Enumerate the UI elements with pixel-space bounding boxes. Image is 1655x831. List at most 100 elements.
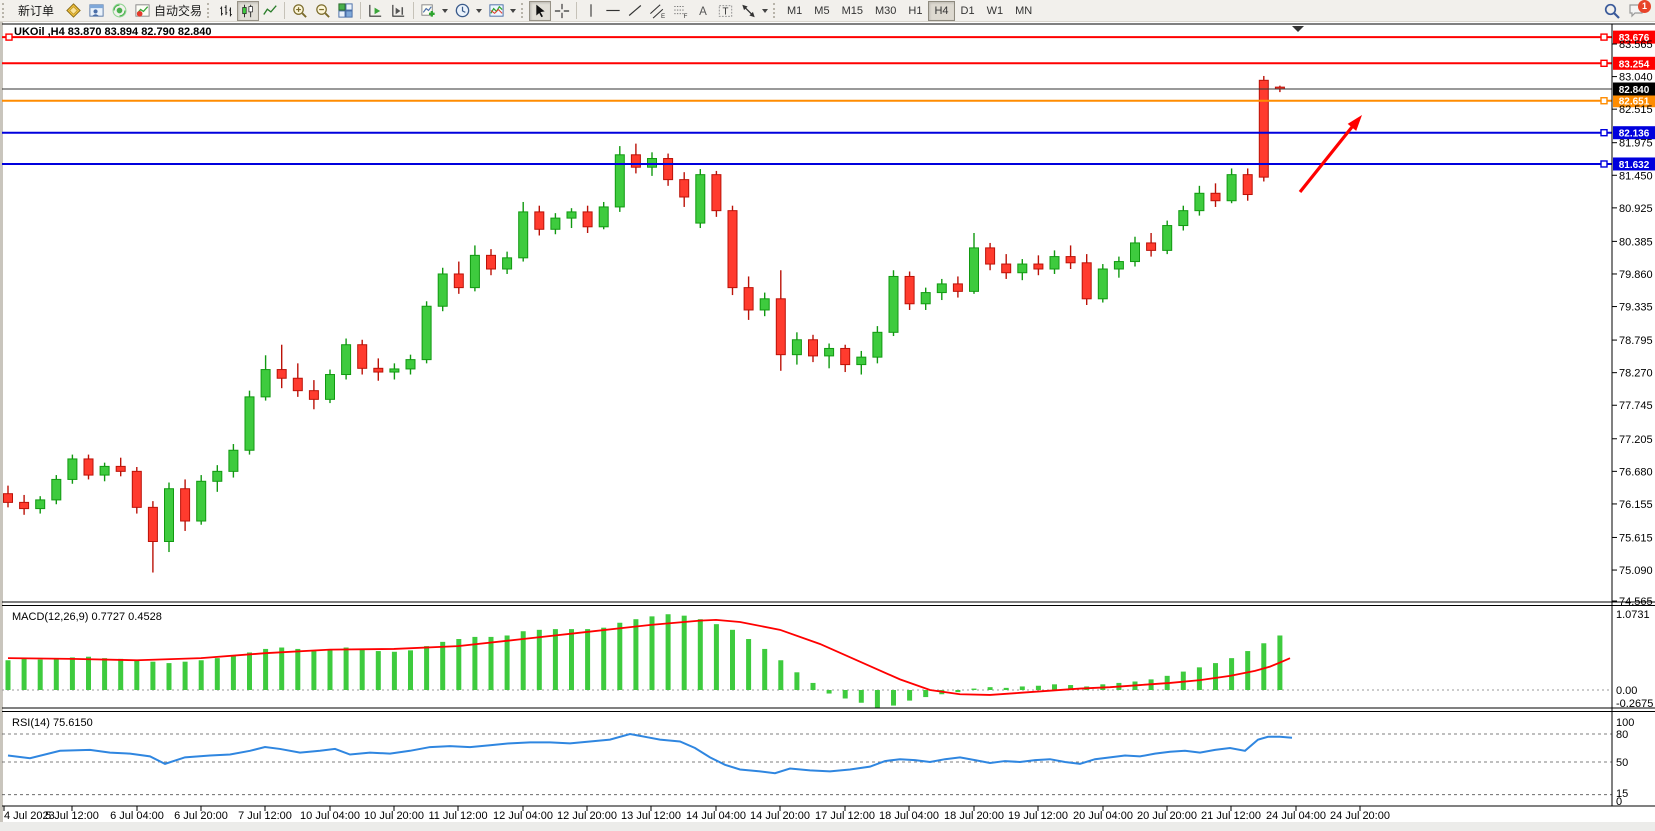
line-handle[interactable] bbox=[5, 33, 13, 41]
timeframe-button-MN[interactable]: MN bbox=[1015, 4, 1033, 17]
signals-button[interactable] bbox=[108, 1, 131, 21]
candlestick bbox=[131, 470, 142, 508]
toolbar-grip[interactable] bbox=[521, 3, 526, 18]
macd-histogram-bar bbox=[408, 650, 413, 690]
zoom-out-button[interactable] bbox=[311, 1, 334, 21]
cursor-tool-button[interactable] bbox=[529, 0, 552, 21]
price-tick-label: 83.040 bbox=[1619, 72, 1653, 84]
macd-axis-label: -0.2675 bbox=[1616, 698, 1653, 710]
timeframe-button-H1[interactable]: H1 bbox=[908, 4, 923, 17]
price-line-badge-label: 82.651 bbox=[1619, 97, 1650, 108]
candlestick bbox=[3, 493, 13, 503]
zoom-in-button[interactable] bbox=[288, 1, 311, 21]
autotrading-button[interactable]: 自动交易 bbox=[131, 1, 205, 21]
dropdown-caret bbox=[762, 8, 769, 13]
timeframe-button-W1[interactable]: W1 bbox=[986, 4, 1004, 17]
timeframe-button-M5[interactable]: M5 bbox=[814, 4, 830, 17]
toolbar-grip[interactable] bbox=[207, 3, 212, 18]
toolbar-grip[interactable] bbox=[773, 3, 778, 18]
time-tick-label: 4 Jul 2023 bbox=[4, 810, 55, 822]
macd-histogram-bar bbox=[327, 650, 333, 690]
horizontal-line-tool-button[interactable] bbox=[602, 1, 624, 21]
macd-histogram-bar bbox=[391, 651, 397, 690]
macd-axis-label: 0.00 bbox=[1616, 685, 1637, 697]
timeframe-button-M30[interactable]: M30 bbox=[874, 4, 897, 17]
crosshair-icon bbox=[554, 3, 570, 18]
timeframe-button-D1[interactable]: D1 bbox=[960, 4, 975, 17]
chart-shift-marker[interactable] bbox=[1292, 26, 1304, 32]
candlestick-chart-button[interactable] bbox=[237, 0, 260, 21]
price-tick-label: 83.565 bbox=[1619, 39, 1653, 51]
timeframe-button-M15[interactable]: M15 bbox=[841, 4, 863, 17]
line-handle[interactable] bbox=[1600, 160, 1608, 168]
time-tick-label: 18 Jul 20:00 bbox=[944, 810, 1004, 822]
macd-histogram-bar bbox=[150, 661, 156, 690]
text-tool-button[interactable]: A bbox=[692, 1, 714, 21]
fibonacci-tool-button[interactable]: F bbox=[669, 1, 692, 21]
toolbar-grip[interactable] bbox=[2, 3, 7, 18]
macd-histogram-bar bbox=[617, 622, 623, 690]
macd-histogram-bar bbox=[359, 648, 365, 690]
trend-arrow-annotation[interactable] bbox=[1298, 115, 1362, 193]
candlestick bbox=[67, 458, 78, 480]
macd-histogram-bar bbox=[1035, 685, 1041, 690]
arrows-tool-button[interactable] bbox=[737, 1, 771, 21]
auto-scroll-button[interactable] bbox=[364, 1, 387, 21]
vertical-line-tool-button[interactable] bbox=[580, 1, 602, 21]
dropdown-caret bbox=[510, 8, 517, 13]
time-tick-label: 17 Jul 12:00 bbox=[815, 810, 875, 822]
templates-button[interactable] bbox=[485, 1, 519, 21]
autotrading-label: 自动交易 bbox=[154, 4, 203, 18]
market-watch-button[interactable] bbox=[85, 1, 108, 21]
svg-text:T: T bbox=[723, 6, 729, 17]
macd-histogram-bar bbox=[520, 631, 526, 690]
bar-chart-button[interactable] bbox=[215, 1, 237, 21]
horizontal-line-object[interactable]: 83.254 bbox=[2, 56, 1655, 71]
candlestick bbox=[1113, 261, 1124, 270]
candlestick bbox=[51, 478, 62, 501]
add-indicator-button[interactable] bbox=[417, 1, 451, 21]
text-icon: A bbox=[699, 6, 707, 18]
crosshair-tool-button[interactable] bbox=[551, 1, 573, 21]
line-handle[interactable] bbox=[1600, 59, 1608, 68]
line-handle[interactable] bbox=[1600, 33, 1608, 41]
macd-histogram-bar bbox=[102, 658, 108, 690]
line-handle[interactable] bbox=[1600, 97, 1608, 105]
time-tick-label: 12 Jul 04:00 bbox=[493, 810, 553, 822]
candlestick bbox=[566, 211, 577, 219]
line-handle[interactable] bbox=[1600, 128, 1608, 137]
text-label-tool-button[interactable]: T bbox=[714, 1, 737, 21]
notifications-button[interactable]: 1 bbox=[1627, 0, 1651, 21]
timeframe-button-M1[interactable]: M1 bbox=[787, 4, 803, 17]
chart-shift-button[interactable] bbox=[387, 1, 410, 21]
channel-tool-button[interactable]: E bbox=[646, 1, 669, 21]
horizontal-line-object[interactable]: 83.676 bbox=[2, 30, 1655, 45]
zoom-in-icon bbox=[293, 4, 307, 18]
macd-histogram-bar bbox=[86, 656, 91, 690]
periods-button[interactable] bbox=[451, 1, 485, 21]
new-chart-button[interactable] bbox=[62, 1, 85, 21]
new-order-button[interactable]: 新订单 bbox=[10, 1, 62, 21]
macd-histogram-bar bbox=[681, 615, 687, 690]
macd-histogram-bar bbox=[5, 660, 11, 690]
timeframe-button-H4[interactable]: H4 bbox=[928, 0, 955, 21]
price-line-badge-label: 83.254 bbox=[1619, 59, 1650, 70]
tile-windows-button[interactable] bbox=[334, 1, 357, 21]
chart-title: UKOil ,H4 83.870 83.894 82.790 82.840 bbox=[14, 26, 212, 38]
candlestick bbox=[1081, 262, 1092, 300]
candlestick bbox=[405, 359, 416, 370]
horizontal-line-object[interactable]: 82.136 bbox=[2, 126, 1655, 140]
chart-background bbox=[0, 22, 1655, 831]
candlestick bbox=[1146, 242, 1157, 251]
line-chart-button[interactable] bbox=[259, 1, 281, 21]
trendline-tool-button[interactable] bbox=[624, 1, 646, 21]
candlestick-chart-icon bbox=[242, 4, 253, 17]
price-line-badge-label: 83.676 bbox=[1619, 33, 1650, 44]
time-tick-label: 18 Jul 04:00 bbox=[879, 810, 939, 822]
price-line-badge bbox=[1613, 56, 1655, 70]
search-icon[interactable] bbox=[1603, 2, 1621, 20]
horizontal-line-object[interactable]: 82.651 bbox=[2, 94, 1655, 108]
macd-histogram-bar bbox=[375, 651, 381, 690]
candlestick bbox=[147, 506, 158, 542]
horizontal-line-object[interactable]: 81.632 bbox=[2, 157, 1655, 171]
